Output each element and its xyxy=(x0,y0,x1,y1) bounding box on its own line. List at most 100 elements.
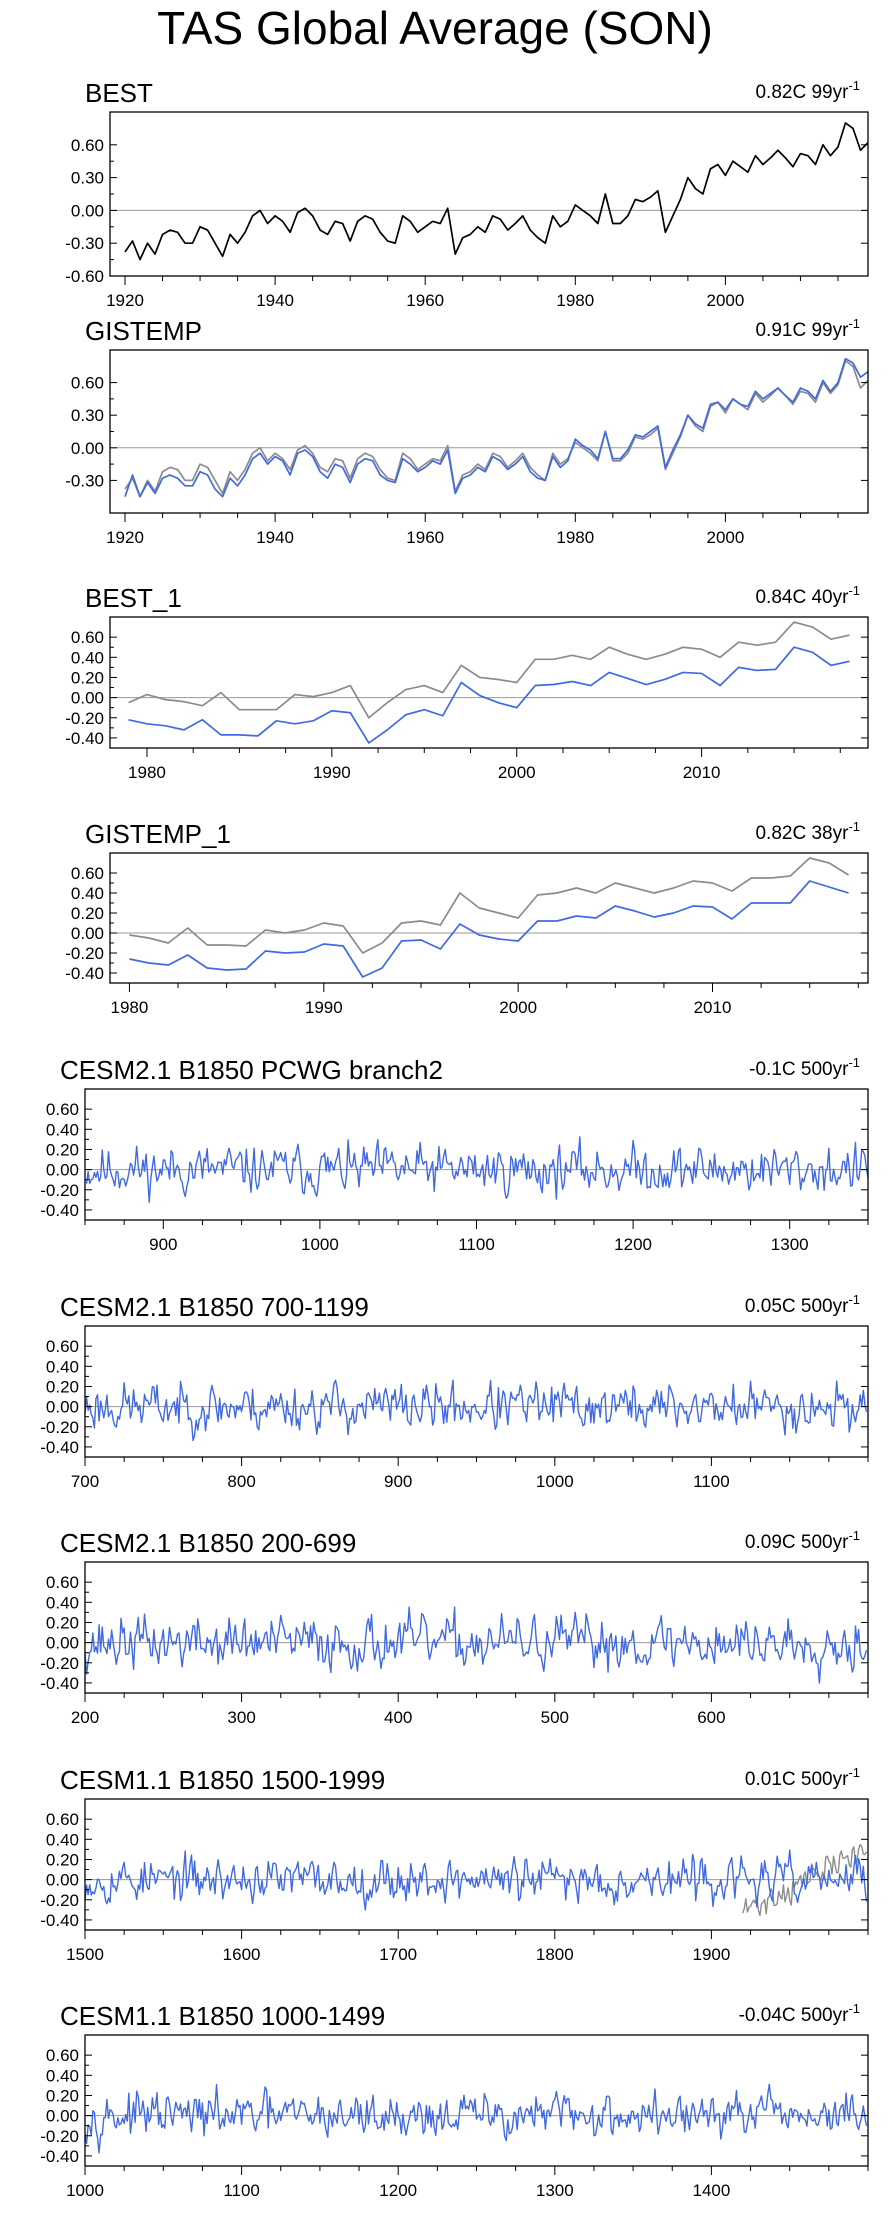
series-line-primary xyxy=(85,1136,869,1203)
x-tick-label: 1960 xyxy=(406,528,444,547)
panel-title: CESM1.1 B1850 1000-1499 xyxy=(60,2001,385,2031)
series-line-secondary xyxy=(124,360,869,498)
y-tick-label: 0.30 xyxy=(71,406,104,425)
y-tick-label: 0.00 xyxy=(46,2107,79,2126)
y-tick-label: 0.00 xyxy=(71,439,104,458)
x-tick-label: 300 xyxy=(227,1708,255,1727)
x-tick-label: 900 xyxy=(384,1472,412,1491)
y-tick-label: 0.20 xyxy=(71,668,104,687)
y-tick-label: -0.40 xyxy=(40,2147,79,2166)
x-tick-label: 1980 xyxy=(111,998,149,1017)
figure-title: TAS Global Average (SON) xyxy=(157,2,713,54)
y-tick-label: 0.20 xyxy=(46,1850,79,1869)
plot-frame xyxy=(84,1325,869,1458)
y-tick-label: 0.40 xyxy=(46,2066,79,2085)
x-tick-label: 2000 xyxy=(706,528,744,547)
x-tick-label: 1900 xyxy=(692,1945,730,1964)
x-tick-label: 1100 xyxy=(458,1235,495,1254)
plot-frame xyxy=(84,2034,869,2167)
x-tick-label: 1600 xyxy=(223,1945,261,1964)
x-tick-label: 200 xyxy=(71,1708,99,1727)
x-tick-label: 1920 xyxy=(106,291,144,310)
x-tick-label: 1940 xyxy=(256,291,294,310)
x-tick-label: 1980 xyxy=(556,291,594,310)
x-tick-label: 600 xyxy=(697,1708,725,1727)
x-tick-label: 1990 xyxy=(313,763,351,782)
y-tick-label: 0.60 xyxy=(46,1337,79,1356)
y-tick-label: 0.60 xyxy=(46,1100,79,1119)
x-tick-label: 1700 xyxy=(379,1945,417,1964)
x-tick-label: 1980 xyxy=(556,528,594,547)
x-tick-label: 1000 xyxy=(536,1472,574,1491)
y-tick-label: 0.00 xyxy=(46,1634,79,1653)
plot-frame xyxy=(84,1798,869,1931)
x-tick-label: 1000 xyxy=(301,1235,339,1254)
trend-label: 0.82C 38yr-1 xyxy=(755,819,860,844)
y-tick-label: -0.40 xyxy=(40,1438,79,1457)
y-tick-label: 0.20 xyxy=(46,1377,79,1396)
series-line-secondary xyxy=(742,1843,868,1917)
series-line-primary xyxy=(128,646,850,744)
x-tick-label: 900 xyxy=(149,1235,177,1254)
x-tick-label: 1200 xyxy=(379,2181,417,2200)
trend-label: 0.82C 99yr-1 xyxy=(755,78,860,103)
y-tick-label: 0.00 xyxy=(71,924,104,943)
x-tick-label: 1920 xyxy=(106,528,144,547)
x-tick-label: 1300 xyxy=(771,1235,809,1254)
panel-title: GISTEMP_1 xyxy=(85,819,231,849)
y-tick-label: 0.60 xyxy=(71,374,104,393)
series-line-primary xyxy=(124,122,869,261)
panel-9: CESM1.1 B1850 1000-1499 -0.04C 500yr-1 -0.… xyxy=(40,2001,869,2200)
x-tick-label: 400 xyxy=(384,1708,412,1727)
plot-frame xyxy=(84,1088,869,1221)
panel-title: CESM2.1 B1850 200-699 xyxy=(60,1528,356,1558)
panel-title: BEST xyxy=(85,78,153,108)
panel-title: CESM1.1 B1850 1500-1999 xyxy=(60,1765,385,1795)
y-tick-label: 0.40 xyxy=(71,884,104,903)
y-tick-label: 0.60 xyxy=(71,628,104,647)
y-tick-label: -0.20 xyxy=(40,1181,79,1200)
panel-5: CESM2.1 B1850 PCWG branch2 -0.1C 500yr-1 -… xyxy=(40,1055,869,1254)
panel-4: GISTEMP_1 0.82C 38yr-1-0.40-0.200.000.200… xyxy=(65,819,869,1017)
trend-label: 0.84C 40yr-1 xyxy=(755,583,860,608)
y-tick-label: 0.00 xyxy=(46,1871,79,1890)
panel-title: BEST_1 xyxy=(85,583,182,613)
plot-frame xyxy=(109,616,869,749)
series-line-secondary xyxy=(128,621,850,719)
x-tick-label: 1800 xyxy=(536,1945,574,1964)
y-tick-label: 0.00 xyxy=(71,689,104,708)
x-tick-label: 700 xyxy=(71,1472,99,1491)
trend-label: -0.1C 500yr-1 xyxy=(749,1055,860,1080)
x-tick-label: 1940 xyxy=(256,528,294,547)
y-tick-label: -0.20 xyxy=(65,709,104,728)
panels: BEST 0.82C 99yr-1 -0.60 -0.30 0.00 0.30 0.60 19… xyxy=(40,78,869,2200)
y-tick-label: 0.40 xyxy=(46,1830,79,1849)
trend-label: 0.01C 500yr-1 xyxy=(745,1765,860,1790)
series-line-primary xyxy=(124,357,869,498)
y-tick-label: -0.40 xyxy=(40,1201,79,1220)
x-tick-label: 1400 xyxy=(692,2181,730,2200)
series-line-primary xyxy=(84,1606,868,1684)
trend-label: 0.05C 500yr-1 xyxy=(745,1292,860,1317)
y-tick-label: -0.40 xyxy=(40,1674,79,1693)
y-tick-label: -0.20 xyxy=(65,944,104,963)
x-tick-label: 1000 xyxy=(66,2181,104,2200)
y-tick-label: -0.30 xyxy=(65,234,104,253)
y-tick-label: -0.40 xyxy=(65,729,104,748)
y-tick-label: 0.60 xyxy=(71,864,104,883)
x-tick-label: 1100 xyxy=(693,1472,730,1491)
series-line-primary xyxy=(84,1849,868,1911)
y-tick-label: -0.30 xyxy=(65,471,104,490)
panel-1: BEST 0.82C 99yr-1 -0.60 -0.30 0.00 0.30 0.60 19… xyxy=(65,78,869,310)
y-tick-label: 0.60 xyxy=(71,136,104,155)
panel-2: GISTEMP 0.91C 99yr-1 -0.30 0.00 0.30 0.60 1920… xyxy=(65,316,869,547)
panel-8: CESM1.1 B1850 1500-1999 0.01C 500yr-1 -0.4… xyxy=(40,1765,869,1964)
y-tick-label: -0.20 xyxy=(40,1654,79,1673)
series-line-primary xyxy=(84,2083,868,2154)
series-line-primary xyxy=(129,880,849,978)
y-tick-label: 0.00 xyxy=(46,1398,79,1417)
panel-3: BEST_1 0.84C 40yr-1 -0.40-0.200.00 0.200.40… xyxy=(65,583,869,782)
y-tick-label: 0.00 xyxy=(46,1161,79,1180)
y-tick-label: -0.20 xyxy=(40,1418,79,1437)
